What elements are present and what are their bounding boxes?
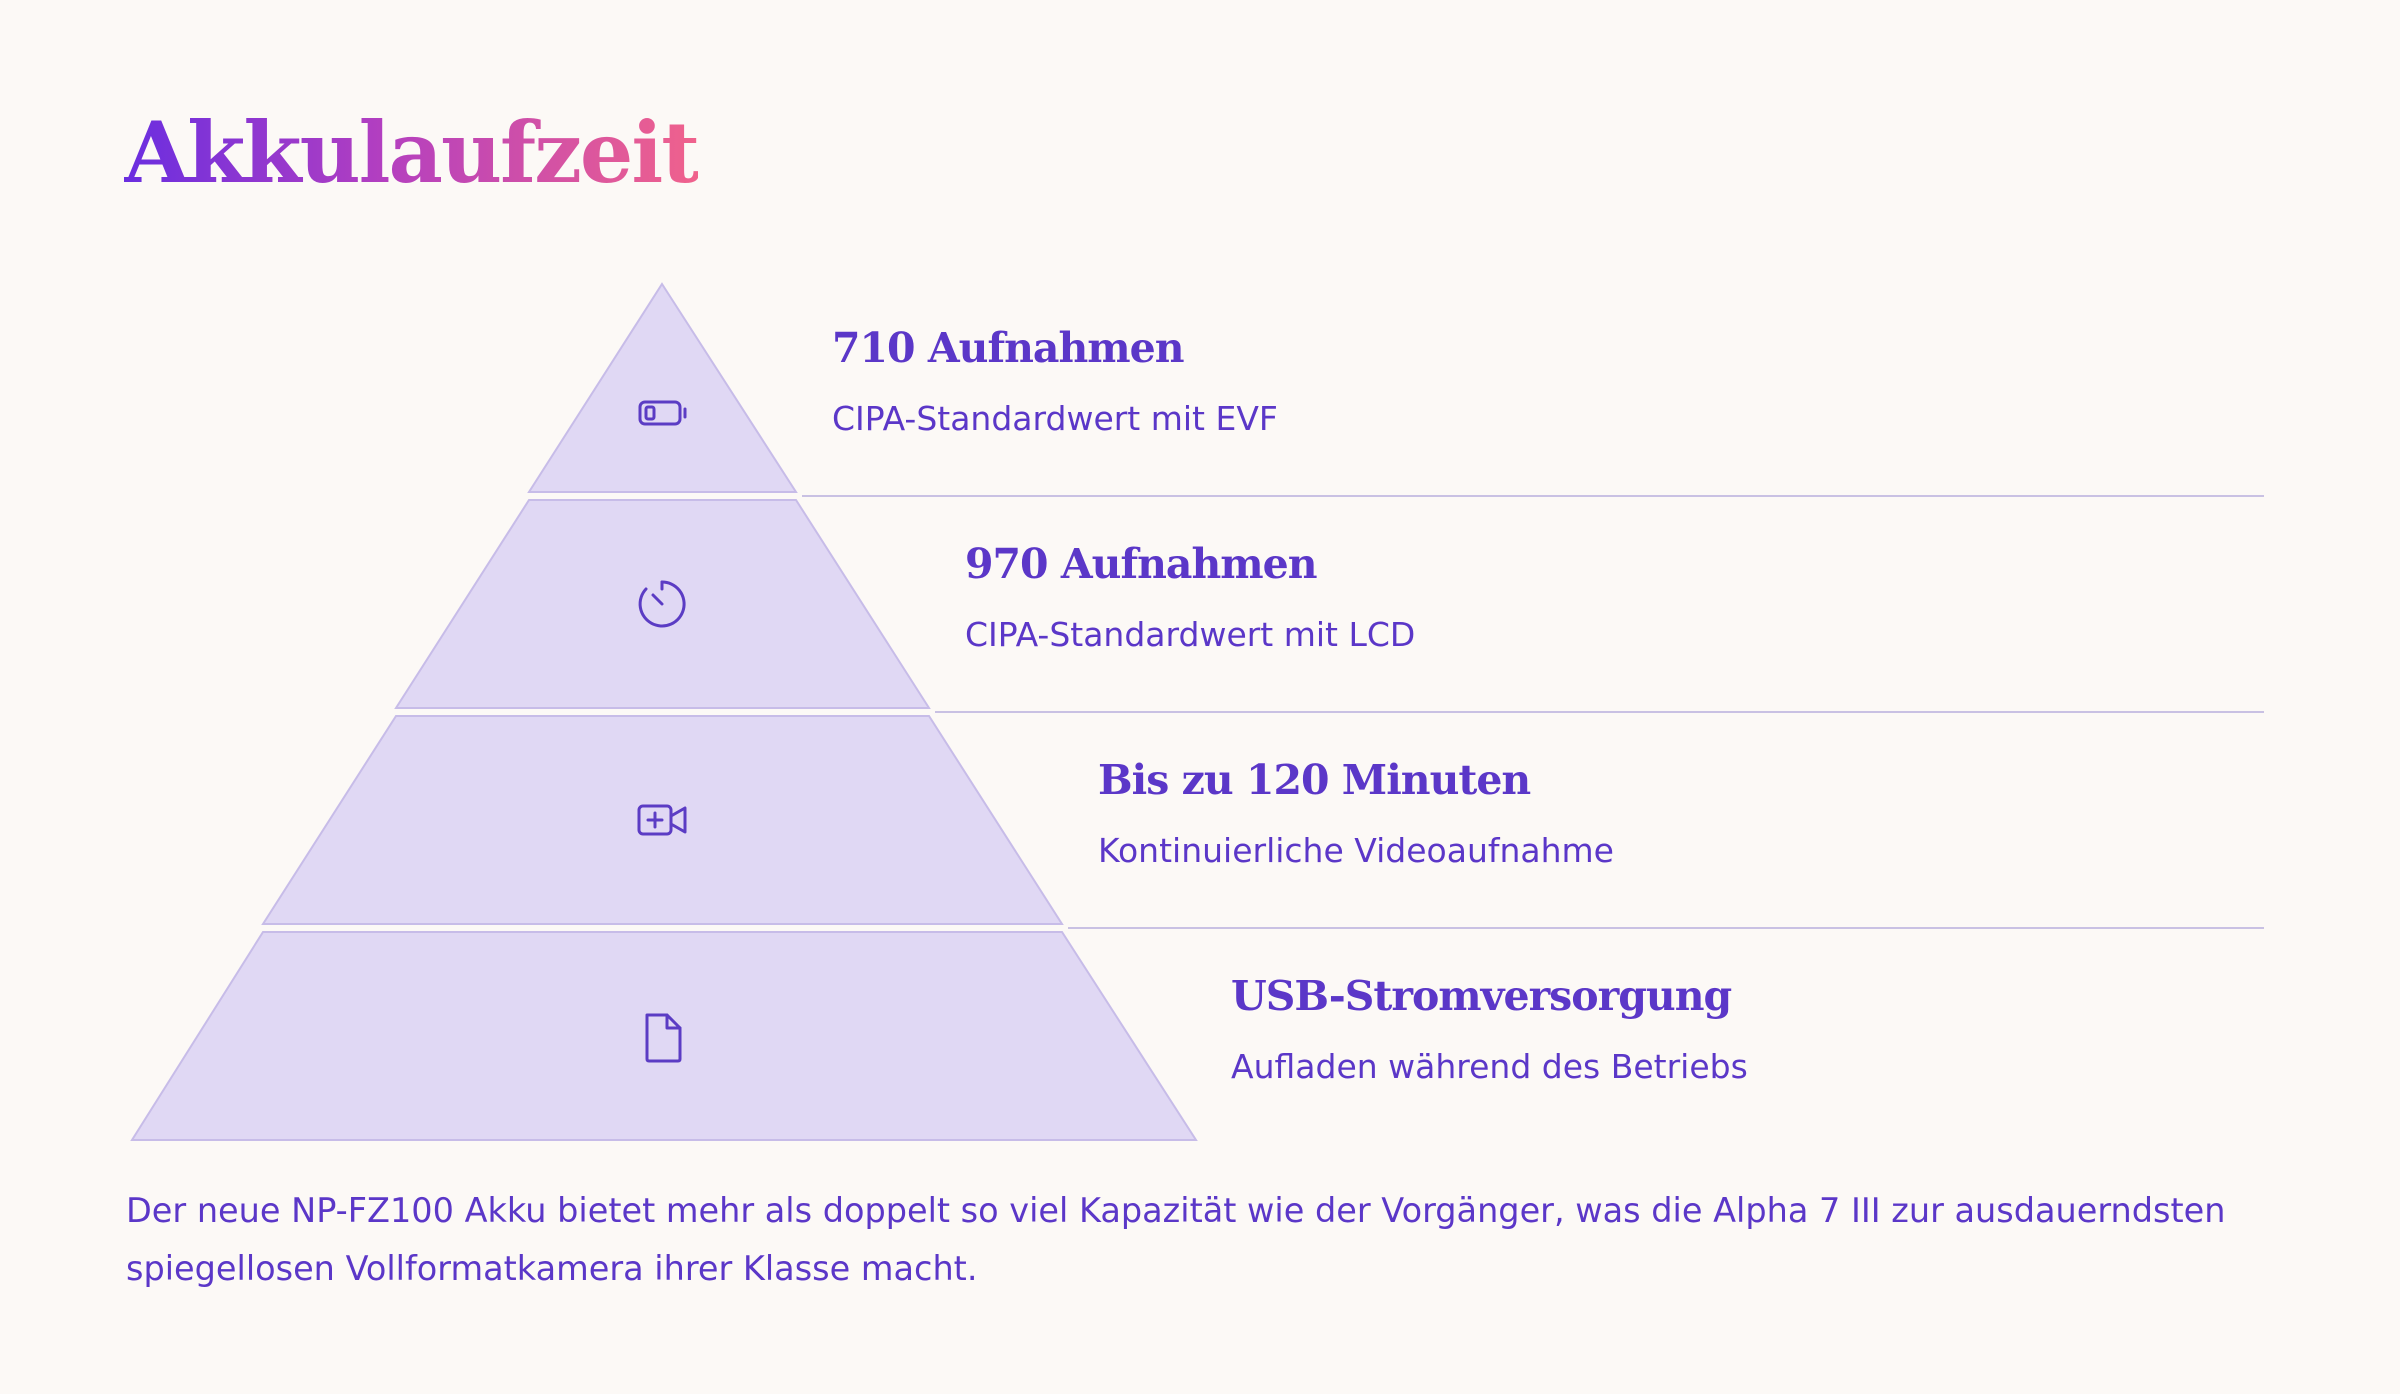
tier-1-label: 710 Aufnahmen CIPA-Standardwert mit EVF — [832, 323, 1278, 439]
video-plus-icon — [637, 804, 687, 836]
caption-text: Der neue NP-FZ100 Akku bietet mehr als d… — [126, 1191, 2226, 1288]
file-icon — [645, 1013, 682, 1063]
tier-2-description: CIPA-Standardwert mit LCD — [965, 615, 1416, 654]
pyramid-tier-4 — [130, 931, 1198, 1141]
tier-2-heading: 970 Aufnahmen — [965, 540, 1318, 588]
tier-1-description: CIPA-Standardwert mit EVF — [832, 399, 1278, 438]
page-title: Akkulaufzeit — [124, 94, 700, 212]
tier-3-label: Bis zu 120 Minuten Kontinuierliche Video… — [1098, 755, 1614, 871]
tier-2-label: 970 Aufnahmen CIPA-Standardwert mit LCD — [965, 539, 1415, 655]
tier-4-heading: USB-Stromversorgung — [1231, 972, 1732, 1020]
pyramid-tier-1 — [527, 282, 798, 493]
tier-3-heading: Bis zu 120 Minuten — [1098, 756, 1531, 804]
tier-4-description: Aufladen während des Betriebs — [1231, 1047, 1748, 1086]
battery-icon — [638, 400, 687, 426]
tier-3-description: Kontinuierliche Videoaufnahme — [1098, 831, 1614, 870]
timer-icon — [638, 580, 686, 628]
tier-4-label: USB-Stromversorgung Aufladen während des… — [1231, 971, 1748, 1087]
tier-1-heading: 710 Aufnahmen — [832, 324, 1185, 372]
